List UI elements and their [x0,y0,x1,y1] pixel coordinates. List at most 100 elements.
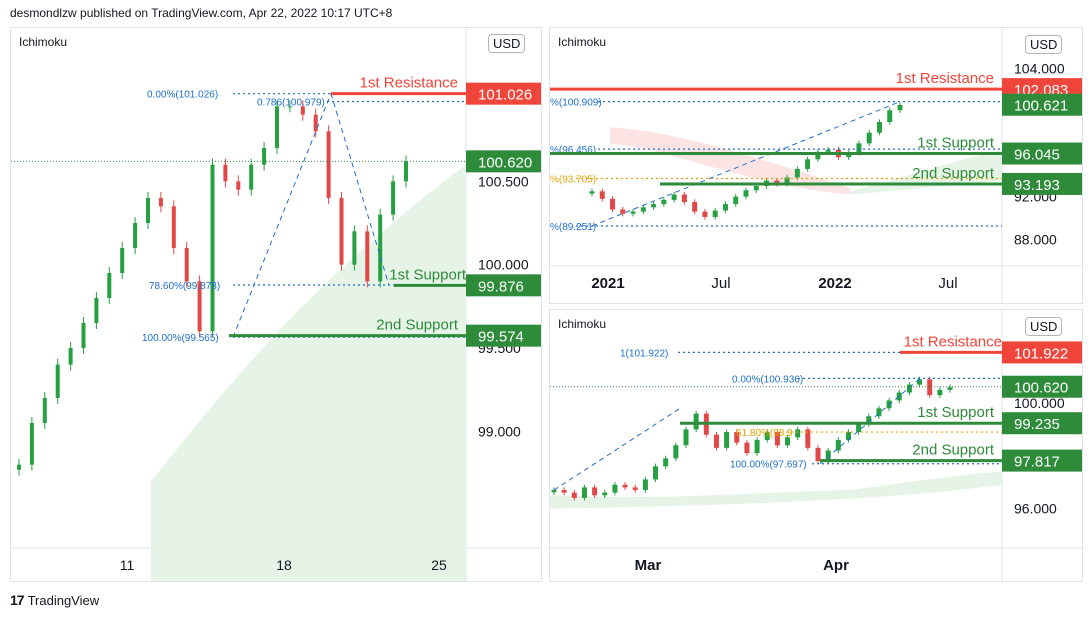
fib-level-label: 1(101.922) [620,348,668,359]
price-tag-label: 101.026 [478,87,532,104]
x-tick-label: Apr [823,557,849,574]
price-tag [466,274,541,297]
candle [784,177,790,184]
candle [171,206,176,248]
candle [774,432,780,446]
candle [610,198,616,210]
support-label: 2nd Support [912,442,995,459]
price-tag [1002,142,1082,165]
candle [856,143,862,153]
candle [197,281,202,332]
candle [693,413,699,430]
candle [236,181,241,190]
candle [927,379,933,396]
candle [724,432,730,448]
fib-level-label: %(93.705) [550,174,596,185]
support-label: 1st Support [389,266,467,283]
candle [592,487,598,496]
y-tick-label: 99.000 [478,423,521,439]
currency-button[interactable]: USD [1025,317,1063,336]
price-tag [1002,341,1082,364]
candle [835,439,841,451]
price-tag [1002,172,1082,195]
candle [692,202,698,212]
candle [640,207,646,212]
candle [622,484,628,488]
fib-level-label: %(100.909) [550,98,602,109]
x-tick-label: 2022 [818,275,851,292]
x-tick-label: Jul [711,275,730,292]
candle [774,180,780,184]
candle [683,429,689,446]
candle [561,490,567,493]
candle [661,199,667,205]
last-price-tag [466,150,541,173]
candle [795,429,801,438]
fib-level-label: 0.00%(101.026) [147,90,218,101]
y-tick-label: 100.000 [1014,395,1065,411]
candle [158,198,163,207]
candle [42,398,47,423]
candle [146,198,150,223]
candle [551,490,557,493]
last-price-label: 100.620 [1014,380,1068,397]
y-tick-label: 100.500 [478,173,529,189]
price-tag-label: 97.817 [1014,454,1060,471]
indicator-label: Ichimoku [19,35,68,49]
resistance-label: 1st Resistance [896,70,994,87]
candle [764,432,770,440]
price-tag-label: 93.193 [1014,177,1060,194]
fib-level-label: 61.80%(98.9 [736,428,793,439]
candle [612,484,618,493]
currency-button[interactable]: USD [488,34,526,53]
candle [651,204,657,208]
candle [223,164,228,182]
y-tick-label: 104.000 [1014,61,1065,77]
candle [887,110,893,122]
candle [722,204,728,211]
candle [300,106,305,115]
candle [815,151,821,160]
candle [589,191,595,194]
candle [846,152,852,158]
ichimoku-cloud [550,471,1002,509]
candle [599,191,605,199]
candle [673,445,679,459]
candle [339,198,344,265]
candle [947,387,953,390]
price-tag-label: 99.574 [478,329,524,346]
resistance-label: 1st Resistance [360,75,458,92]
candle [391,181,396,215]
candle [681,194,687,202]
price-tag [466,82,541,105]
candle [365,231,370,282]
candle [620,209,626,214]
candle [68,348,73,365]
candle [107,273,112,298]
support-label: 2nd Support [912,165,995,182]
support-label: 1st Support [917,135,995,152]
x-tick-label: 11 [120,557,135,573]
tradingview-brand[interactable]: 17 TradingView [10,592,99,608]
candle [29,423,34,465]
price-tag [466,324,541,347]
candle [897,104,903,111]
publish-info: desmondlzw published on TradingView.com,… [10,6,393,20]
fib-trend-line [819,378,921,465]
candle [743,190,749,197]
fib-level-label: %(89.251) [550,222,596,233]
candle [753,186,759,191]
candle [287,106,292,108]
price-tag-label: 99.876 [478,278,524,295]
currency-button[interactable]: USD [1025,35,1063,54]
resistance-label: 1st Resistance [904,333,1002,350]
candle [805,429,811,448]
top-right-chart-panel[interactable]: Ichimoku USD 104.000 92.000 88.000 2021 Jul 2… [549,27,1083,304]
x-tick-label: 25 [431,557,447,573]
candle [404,161,408,182]
bottom-right-chart-panel[interactable]: Ichimoku USD 100.000 96.000 Mar Apr 1(101.92… [549,309,1083,582]
candle [713,434,719,448]
left-chart-panel[interactable]: Ichimoku USD 100.500 100.000 99.500 99.000 1… [10,27,542,582]
